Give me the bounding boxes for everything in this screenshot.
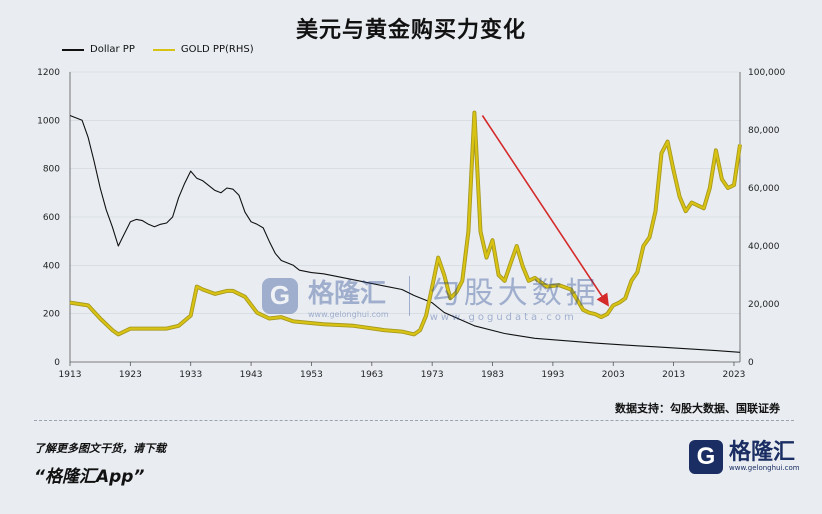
legend-item-gold: GOLD PP(RHS) [152, 44, 254, 55]
y-right-tick-label: 80,000 [748, 126, 780, 136]
x-tick-label: 1973 [421, 370, 444, 380]
gold-series-line [69, 111, 742, 336]
brand-domain: www.gelonghui.com [729, 464, 800, 472]
watermark-separator [408, 275, 410, 316]
y-left-tick-label: 1000 [37, 116, 60, 126]
x-tick-label: 1993 [541, 370, 564, 380]
trend-arrow [481, 115, 609, 307]
y-left-tick-label: 400 [43, 261, 60, 271]
brand-name: 格隆汇 [729, 440, 796, 465]
y-left-tick-label: 600 [43, 213, 60, 223]
x-tick-label: 1963 [360, 370, 383, 380]
source-note: 数据支持：勾股大数据、国联证券 [615, 402, 780, 415]
y-right-axis-ticks: 0 20,000 40,000 60,000 80,000 100,000 [748, 68, 785, 368]
x-tick-label: 1943 [240, 370, 263, 380]
y-left-tick-label: 800 [43, 165, 60, 175]
y-right-tick-label: 0 [748, 358, 754, 368]
axes [69, 72, 741, 363]
y-right-tick-label: 40,000 [748, 242, 780, 252]
promo-text: 了解更多图文干货，请下载 [34, 442, 166, 455]
watermark: G 格隆汇 www.gelonghui.com 勾股大数据 www.goguda… [262, 268, 600, 323]
watermark-domain-2: www.gogudata.com [429, 312, 577, 323]
promo-app-name: “格隆汇App” [34, 467, 145, 487]
series-lines [69, 110, 742, 353]
x-tick-label: 2013 [662, 370, 685, 380]
dashed-divider [34, 420, 794, 421]
legend-label-dollar: Dollar PP [90, 44, 135, 55]
y-right-tick-label: 60,000 [748, 184, 780, 194]
y-left-axis-ticks: 0 200 400 600 800 1000 1200 [37, 68, 60, 368]
legend-swatch-dollar [62, 48, 84, 51]
legend: Dollar PP GOLD PP(RHS) [62, 44, 254, 55]
watermark-logo-icon: G [262, 277, 298, 314]
dollar-series-line [69, 114, 741, 353]
x-tick-label: 1933 [179, 370, 202, 380]
legend-swatch-gold [152, 48, 175, 51]
y-right-tick-label: 20,000 [748, 300, 780, 310]
watermark-name: 格隆汇 [308, 278, 387, 309]
y-left-tick-label: 0 [54, 358, 60, 368]
brand-logo-icon: G [689, 440, 723, 474]
x-tick-label: 2023 [723, 370, 746, 380]
x-tick-label: 2003 [602, 370, 625, 380]
watermark-name-2: 勾股大数据 [429, 276, 600, 311]
legend-item-dollar: Dollar PP [62, 44, 135, 55]
gridlines [70, 71, 740, 314]
chart-title: 美元与黄金购买力变化 [295, 18, 526, 43]
y-left-tick-label: 1200 [37, 68, 60, 78]
x-tick-label: 1983 [481, 370, 504, 380]
x-tick-label: 1953 [300, 370, 323, 380]
y-left-tick-label: 200 [43, 310, 60, 320]
watermark-domain: www.gelonghui.com [308, 309, 389, 319]
x-tick-label: 1923 [119, 370, 142, 380]
legend-label-gold: GOLD PP(RHS) [180, 44, 254, 55]
arrow-line [481, 115, 609, 307]
brand-logo: G 格隆汇 www.gelonghui.com [689, 440, 800, 474]
x-axis-ticks: 1913 1923 1933 1943 1953 1963 1973 1983 1993 2003… [59, 362, 746, 380]
y-right-tick-label: 100,000 [748, 68, 785, 78]
x-tick-label: 1913 [59, 370, 82, 380]
